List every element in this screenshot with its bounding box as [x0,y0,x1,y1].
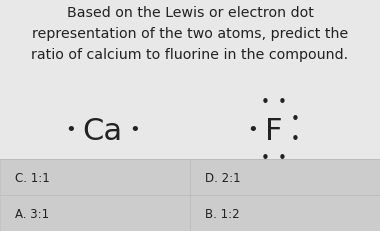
Text: representation of the two atoms, predict the: representation of the two atoms, predict… [32,27,348,41]
Text: •: • [261,94,270,109]
FancyBboxPatch shape [190,159,380,195]
FancyBboxPatch shape [190,195,380,231]
Text: •: • [130,120,140,138]
Text: Based on the Lewis or electron dot: Based on the Lewis or electron dot [66,6,314,20]
FancyBboxPatch shape [0,159,190,195]
Text: •: • [291,132,300,147]
Text: •: • [277,151,287,166]
Text: B. 1:2: B. 1:2 [205,207,240,220]
Text: •: • [277,94,287,109]
Text: D. 2:1: D. 2:1 [205,171,241,184]
Text: •: • [247,120,258,138]
Text: Ca: Ca [82,116,123,145]
Text: ratio of calcium to fluorine in the compound.: ratio of calcium to fluorine in the comp… [32,48,348,62]
Text: F: F [265,116,282,145]
Text: C. 1:1: C. 1:1 [15,171,50,184]
Text: •: • [291,112,300,127]
FancyBboxPatch shape [0,195,190,231]
Text: A. 3:1: A. 3:1 [15,207,49,220]
Text: •: • [65,120,76,138]
Text: •: • [261,151,270,166]
